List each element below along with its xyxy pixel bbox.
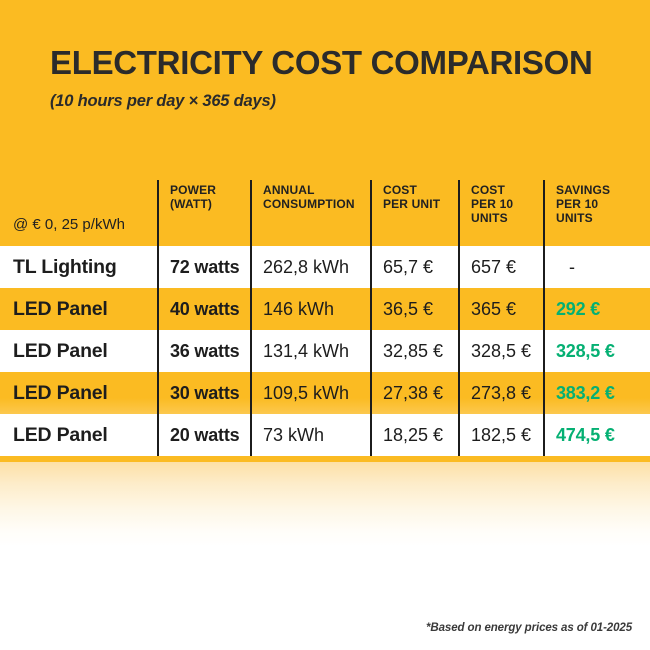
cell-cost-per-10-units: 365 € [471, 298, 517, 319]
column-header-savings-per-10-units: SAVINGS PER 10 UNITS [556, 183, 611, 226]
table-row: TL Lighting 72 watts 262,8 kWh 65,7 € 65… [0, 246, 650, 288]
cell-annual-consumption: 109,5 kWh [263, 382, 350, 403]
cell-savings-per-10-units: 474,5 € [556, 424, 615, 445]
cell-savings-per-10-units: 292 € [556, 298, 601, 319]
cell-annual-consumption: 131,4 kWh [263, 340, 350, 361]
cell-annual-consumption: 262,8 kWh [263, 256, 350, 277]
bottom-white-area [0, 545, 650, 650]
cell-cost-per-unit: 32,85 € [383, 340, 444, 361]
cell-cost-per-unit: 18,25 € [383, 424, 444, 445]
cell-power: 20 watts [170, 424, 240, 445]
column-header-tariff: @ € 0, 25 p/kWh [13, 216, 125, 234]
page-title: ELECTRICITY COST COMPARISON [50, 44, 593, 81]
column-header-cost-per-unit: COST PER UNIT [383, 183, 441, 212]
cell-power: 72 watts [170, 256, 240, 277]
cell-product: LED Panel [13, 423, 108, 446]
cell-annual-consumption: 73 kWh [263, 424, 325, 445]
bottom-gradient [0, 462, 650, 547]
column-header-power: POWER (WATT) [170, 183, 217, 212]
comparison-table: @ € 0, 25 p/kWh POWER (WATT) ANNUAL CONS… [0, 172, 650, 456]
header-block: ELECTRICITY COST COMPARISON (10 hours pe… [0, 0, 650, 111]
cell-cost-per-10-units: 182,5 € [471, 424, 532, 445]
cell-product: LED Panel [13, 381, 108, 404]
cell-cost-per-10-units: 328,5 € [471, 340, 532, 361]
cell-product: TL Lighting [13, 255, 117, 278]
cell-annual-consumption: 146 kWh [263, 298, 335, 319]
cell-cost-per-unit: 65,7 € [383, 256, 434, 277]
cell-savings-per-10-units: 383,2 € [556, 382, 615, 403]
cell-product: LED Panel [13, 339, 108, 362]
cell-cost-per-unit: 36,5 € [383, 298, 434, 319]
cell-power: 36 watts [170, 340, 240, 361]
cell-cost-per-unit: 27,38 € [383, 382, 444, 403]
cell-savings-per-10-units: - [569, 256, 575, 277]
cell-cost-per-10-units: 657 € [471, 256, 517, 277]
cell-product: LED Panel [13, 297, 108, 320]
cell-power: 30 watts [170, 382, 240, 403]
table-row: LED Panel 36 watts 131,4 kWh 32,85 € 328… [0, 330, 650, 372]
column-header-cost-per-10-units: COST PER 10 UNITS [471, 183, 514, 226]
table-row: LED Panel 20 watts 73 kWh 18,25 € 182,5 … [0, 414, 650, 456]
cell-cost-per-10-units: 273,8 € [471, 382, 532, 403]
table-header-row: @ € 0, 25 p/kWh POWER (WATT) ANNUAL CONS… [0, 172, 650, 246]
footnote: *Based on energy prices as of 01-2025 [426, 622, 632, 634]
table-row: LED Panel 40 watts 146 kWh 36,5 € 365 € … [0, 288, 650, 330]
table-row: LED Panel 30 watts 109,5 kWh 27,38 € 273… [0, 372, 650, 414]
cell-savings-per-10-units: 328,5 € [556, 340, 615, 361]
column-header-annual-consumption: ANNUAL CONSUMPTION [263, 183, 355, 212]
cell-power: 40 watts [170, 298, 240, 319]
page-subtitle: (10 hours per day × 365 days) [50, 91, 276, 110]
